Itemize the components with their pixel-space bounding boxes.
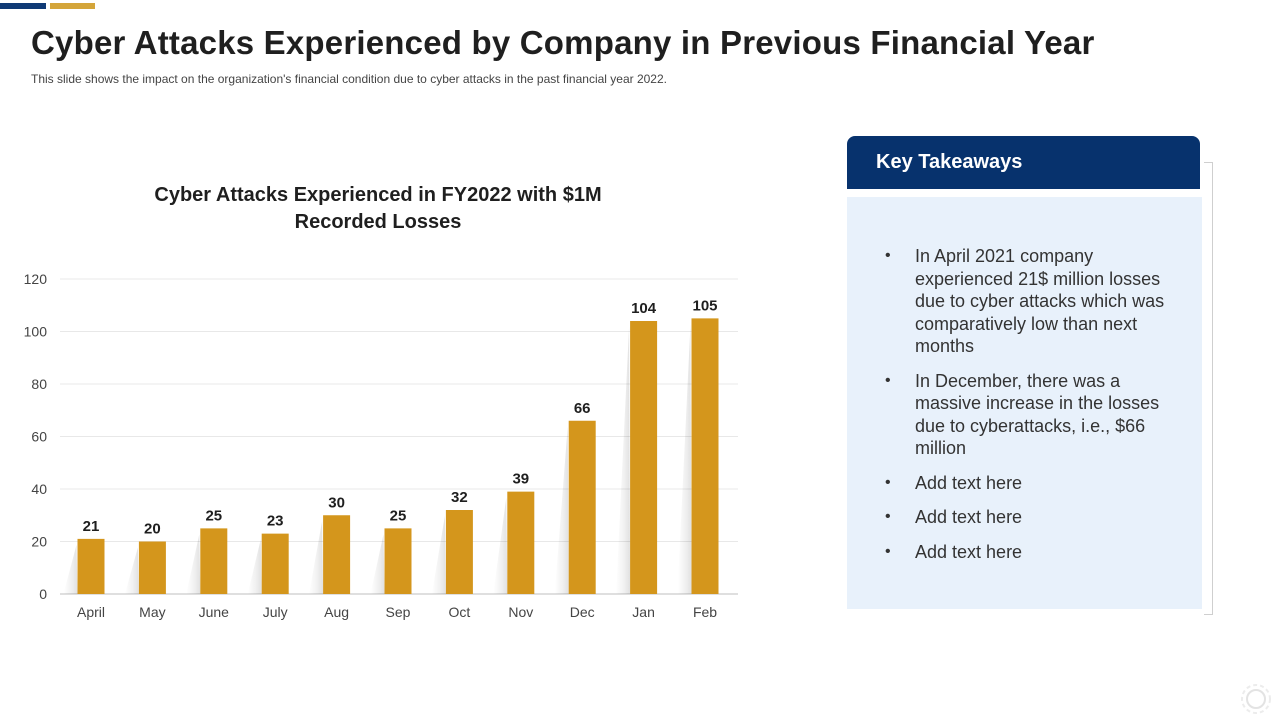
x-tick-label: Sep bbox=[386, 604, 411, 620]
accent-bar-blue bbox=[0, 3, 46, 9]
x-tick-label: Oct bbox=[449, 604, 471, 620]
y-tick-label: 80 bbox=[31, 376, 47, 392]
bar-shadow bbox=[677, 324, 692, 594]
bar bbox=[630, 321, 658, 594]
chart-title-line2: Recorded Losses bbox=[294, 211, 462, 233]
x-tick-label: Feb bbox=[693, 604, 717, 620]
takeaways-panel: • In April 2021 company experienced 21$ m… bbox=[847, 197, 1202, 609]
data-label: 25 bbox=[205, 507, 222, 524]
takeaways-header: Key Takeaways bbox=[847, 136, 1200, 189]
takeaways-title: Key Takeaways bbox=[876, 151, 1023, 173]
takeaway-text: In December, there was a massive increas… bbox=[915, 370, 1160, 459]
bar-shadow bbox=[554, 426, 569, 594]
bar bbox=[384, 528, 412, 594]
bar-shadow bbox=[616, 327, 631, 594]
bar bbox=[568, 420, 596, 594]
bar bbox=[323, 515, 351, 594]
bar-chart: 0 20 40 60 80 100 120 21 April 20 May 25 June 23 July 3… bbox=[24, 271, 738, 620]
page-title: Cyber Attacks Experienced by Company in … bbox=[31, 24, 1095, 61]
x-tick-label: May bbox=[139, 604, 165, 620]
bar bbox=[507, 491, 535, 594]
x-tick-label: June bbox=[199, 604, 230, 620]
x-tick-label: Dec bbox=[570, 604, 595, 620]
bullet-icon: • bbox=[885, 508, 891, 525]
y-tick-label: 60 bbox=[31, 429, 47, 445]
takeaway-text: Add text here bbox=[915, 541, 1023, 562]
bar bbox=[691, 318, 719, 594]
bar-shadow bbox=[370, 534, 385, 594]
page-subtitle: This slide shows the impact on the organ… bbox=[31, 72, 667, 86]
bar-shadow bbox=[63, 544, 78, 594]
bullet-icon: • bbox=[885, 473, 891, 491]
data-label: 66 bbox=[574, 400, 591, 417]
data-label: 39 bbox=[512, 471, 529, 488]
chart-title: Cyber Attacks Experienced in FY2022 with… bbox=[118, 182, 638, 236]
bar-shadow bbox=[493, 497, 508, 594]
x-tick-label: July bbox=[263, 604, 288, 620]
data-label: 105 bbox=[692, 297, 717, 314]
data-label: 20 bbox=[144, 521, 161, 538]
accent-bar-gold bbox=[50, 3, 95, 9]
takeaways-bracket bbox=[1204, 162, 1213, 615]
takeaway-text: Add text here bbox=[915, 507, 1023, 527]
x-tick-label: Aug bbox=[324, 604, 349, 620]
bar bbox=[445, 510, 473, 594]
bar-shadow bbox=[309, 521, 324, 594]
takeaway-item: • Add text here bbox=[885, 472, 1175, 495]
bullet-icon: • bbox=[885, 247, 891, 264]
bar bbox=[200, 528, 228, 594]
bar bbox=[77, 538, 105, 594]
x-tick-label: Jan bbox=[632, 604, 655, 620]
takeaway-item: • Add text here bbox=[885, 506, 1175, 529]
y-tick-label: 0 bbox=[39, 586, 47, 602]
takeaway-item: • In April 2021 company experienced 21$ m… bbox=[885, 245, 1175, 358]
x-tick-label: Nov bbox=[508, 604, 533, 620]
bar-shadow bbox=[124, 547, 139, 594]
y-tick-label: 120 bbox=[24, 271, 48, 287]
takeaway-item: • In December, there was a massive increa… bbox=[885, 370, 1175, 460]
bullet-icon: • bbox=[885, 371, 891, 389]
bar-shadow bbox=[186, 534, 201, 594]
takeaway-text: Add text here bbox=[915, 472, 1023, 493]
chart-title-line1: Cyber Attacks Experienced in FY2022 with… bbox=[154, 184, 602, 206]
y-tick-label: 100 bbox=[24, 324, 48, 340]
data-label: 104 bbox=[631, 300, 657, 317]
data-label: 25 bbox=[390, 507, 407, 524]
watermark-gear-icon bbox=[1241, 684, 1271, 714]
data-label: 32 bbox=[451, 489, 468, 506]
data-label: 23 bbox=[267, 513, 284, 530]
data-label: 21 bbox=[83, 518, 100, 535]
data-label: 30 bbox=[328, 494, 345, 511]
bar-shadow bbox=[247, 539, 262, 594]
bar bbox=[261, 533, 289, 594]
bar bbox=[138, 541, 166, 594]
y-tick-label: 40 bbox=[31, 481, 47, 497]
y-tick-label: 20 bbox=[31, 534, 47, 550]
takeaway-item: • Add text here bbox=[885, 541, 1175, 564]
takeaway-text: In April 2021 company experienced 21$ mi… bbox=[915, 246, 1165, 356]
x-tick-label: April bbox=[77, 604, 105, 620]
takeaways-list: • In April 2021 company experienced 21$ m… bbox=[885, 245, 1175, 575]
bar-shadow bbox=[431, 516, 446, 594]
bullet-icon: • bbox=[885, 542, 891, 560]
